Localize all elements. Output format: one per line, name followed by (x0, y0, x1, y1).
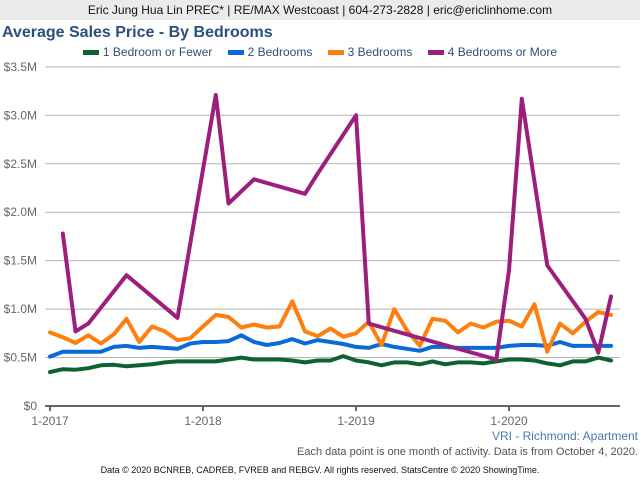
x-tick-label: 1-2018 (184, 414, 222, 428)
legend-swatch (427, 50, 444, 56)
y-tick-label: $0 (24, 399, 38, 413)
y-tick-label: $1.5M (4, 254, 37, 268)
legend-swatch (327, 50, 344, 56)
series-line-4 (60, 93, 613, 362)
chart-title: Average Sales Price - By Bedrooms (2, 24, 273, 41)
x-tick-label: 1-2020 (490, 414, 528, 428)
legend-swatch (227, 50, 244, 56)
legend-swatch (82, 50, 99, 56)
y-tick-label: $3.5M (4, 60, 37, 74)
x-tick-label: 1-2019 (337, 414, 375, 428)
legend-item-1br: 1 Bedroom or Fewer (82, 45, 213, 59)
series-line-2 (48, 333, 613, 359)
y-tick-label: $2.0M (4, 205, 37, 219)
y-tick-label: $3.0M (4, 108, 37, 122)
region-label: VRI - Richmond: Apartment (491, 429, 638, 443)
y-tick-label: $1.0M (4, 302, 37, 316)
agent-header: Eric Jung Hua Lin PREC* | RE/MAX Westcoa… (0, 0, 640, 20)
copyright: Data © 2020 BCNREB, CADREB, FVREB and RE… (100, 465, 540, 475)
legend-label: 2 Bedrooms (247, 45, 313, 59)
series-line-1 (48, 354, 613, 375)
legend: 1 Bedroom or Fewer 2 Bedrooms 3 Bedrooms… (0, 45, 640, 59)
legend-label: 1 Bedroom or Fewer (102, 45, 213, 59)
y-tick-label: $0.5M (4, 351, 37, 365)
activity-note: Each data point is one month of activity… (297, 446, 638, 458)
y-tick-label: $2.5M (4, 157, 37, 171)
legend-label: 4 Bedrooms or More (447, 45, 558, 59)
legend-label: 3 Bedrooms (347, 45, 413, 59)
legend-item-2br: 2 Bedrooms (227, 45, 313, 59)
legend-item-3br: 3 Bedrooms (327, 45, 413, 59)
series-line-3 (48, 299, 613, 354)
legend-item-4br: 4 Bedrooms or More (427, 45, 558, 59)
x-tick-label: 1-2017 (31, 414, 69, 428)
